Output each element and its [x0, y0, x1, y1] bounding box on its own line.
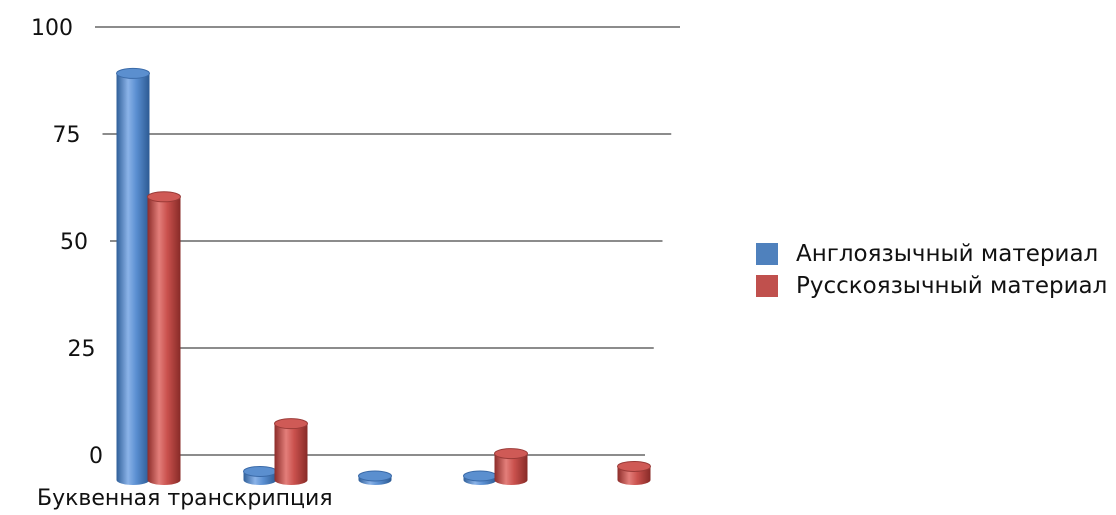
y-axis-ticks: 0 25 50 75 100	[31, 16, 103, 469]
y-tick-label-25: 25	[68, 337, 96, 362]
y-tick-label-100: 100	[31, 16, 73, 41]
bars	[116, 67, 651, 486]
bar-english-2	[358, 470, 392, 485]
y-tick-label-0: 0	[89, 444, 103, 469]
bar-russian-1	[274, 418, 308, 485]
y-tick-label-75: 75	[53, 123, 81, 148]
legend: Англоязычный материал Русскоязычный мате…	[756, 238, 1107, 302]
bar-english-0	[116, 67, 150, 485]
bar-russian-4	[617, 460, 651, 485]
bar-english-3	[463, 470, 497, 485]
legend-label-english: Англоязычный материал	[796, 241, 1099, 267]
legend-item-english: Англоязычный материал	[756, 238, 1107, 270]
bar-english-1	[243, 465, 277, 485]
legend-swatch-russian	[756, 275, 778, 297]
bar-russian-3	[494, 448, 528, 485]
gridlines	[95, 26, 680, 456]
x-category-label-0: Буквенная транскрипция	[37, 486, 333, 511]
legend-item-russian: Русскоязычный материал	[756, 270, 1107, 302]
y-tick-label-50: 50	[60, 230, 88, 255]
legend-label-russian: Русскоязычный материал	[796, 273, 1108, 299]
x-axis-categories: Буквенная транскрипция	[37, 486, 333, 511]
bar-russian-0	[147, 191, 181, 486]
legend-swatch-english	[756, 243, 778, 265]
